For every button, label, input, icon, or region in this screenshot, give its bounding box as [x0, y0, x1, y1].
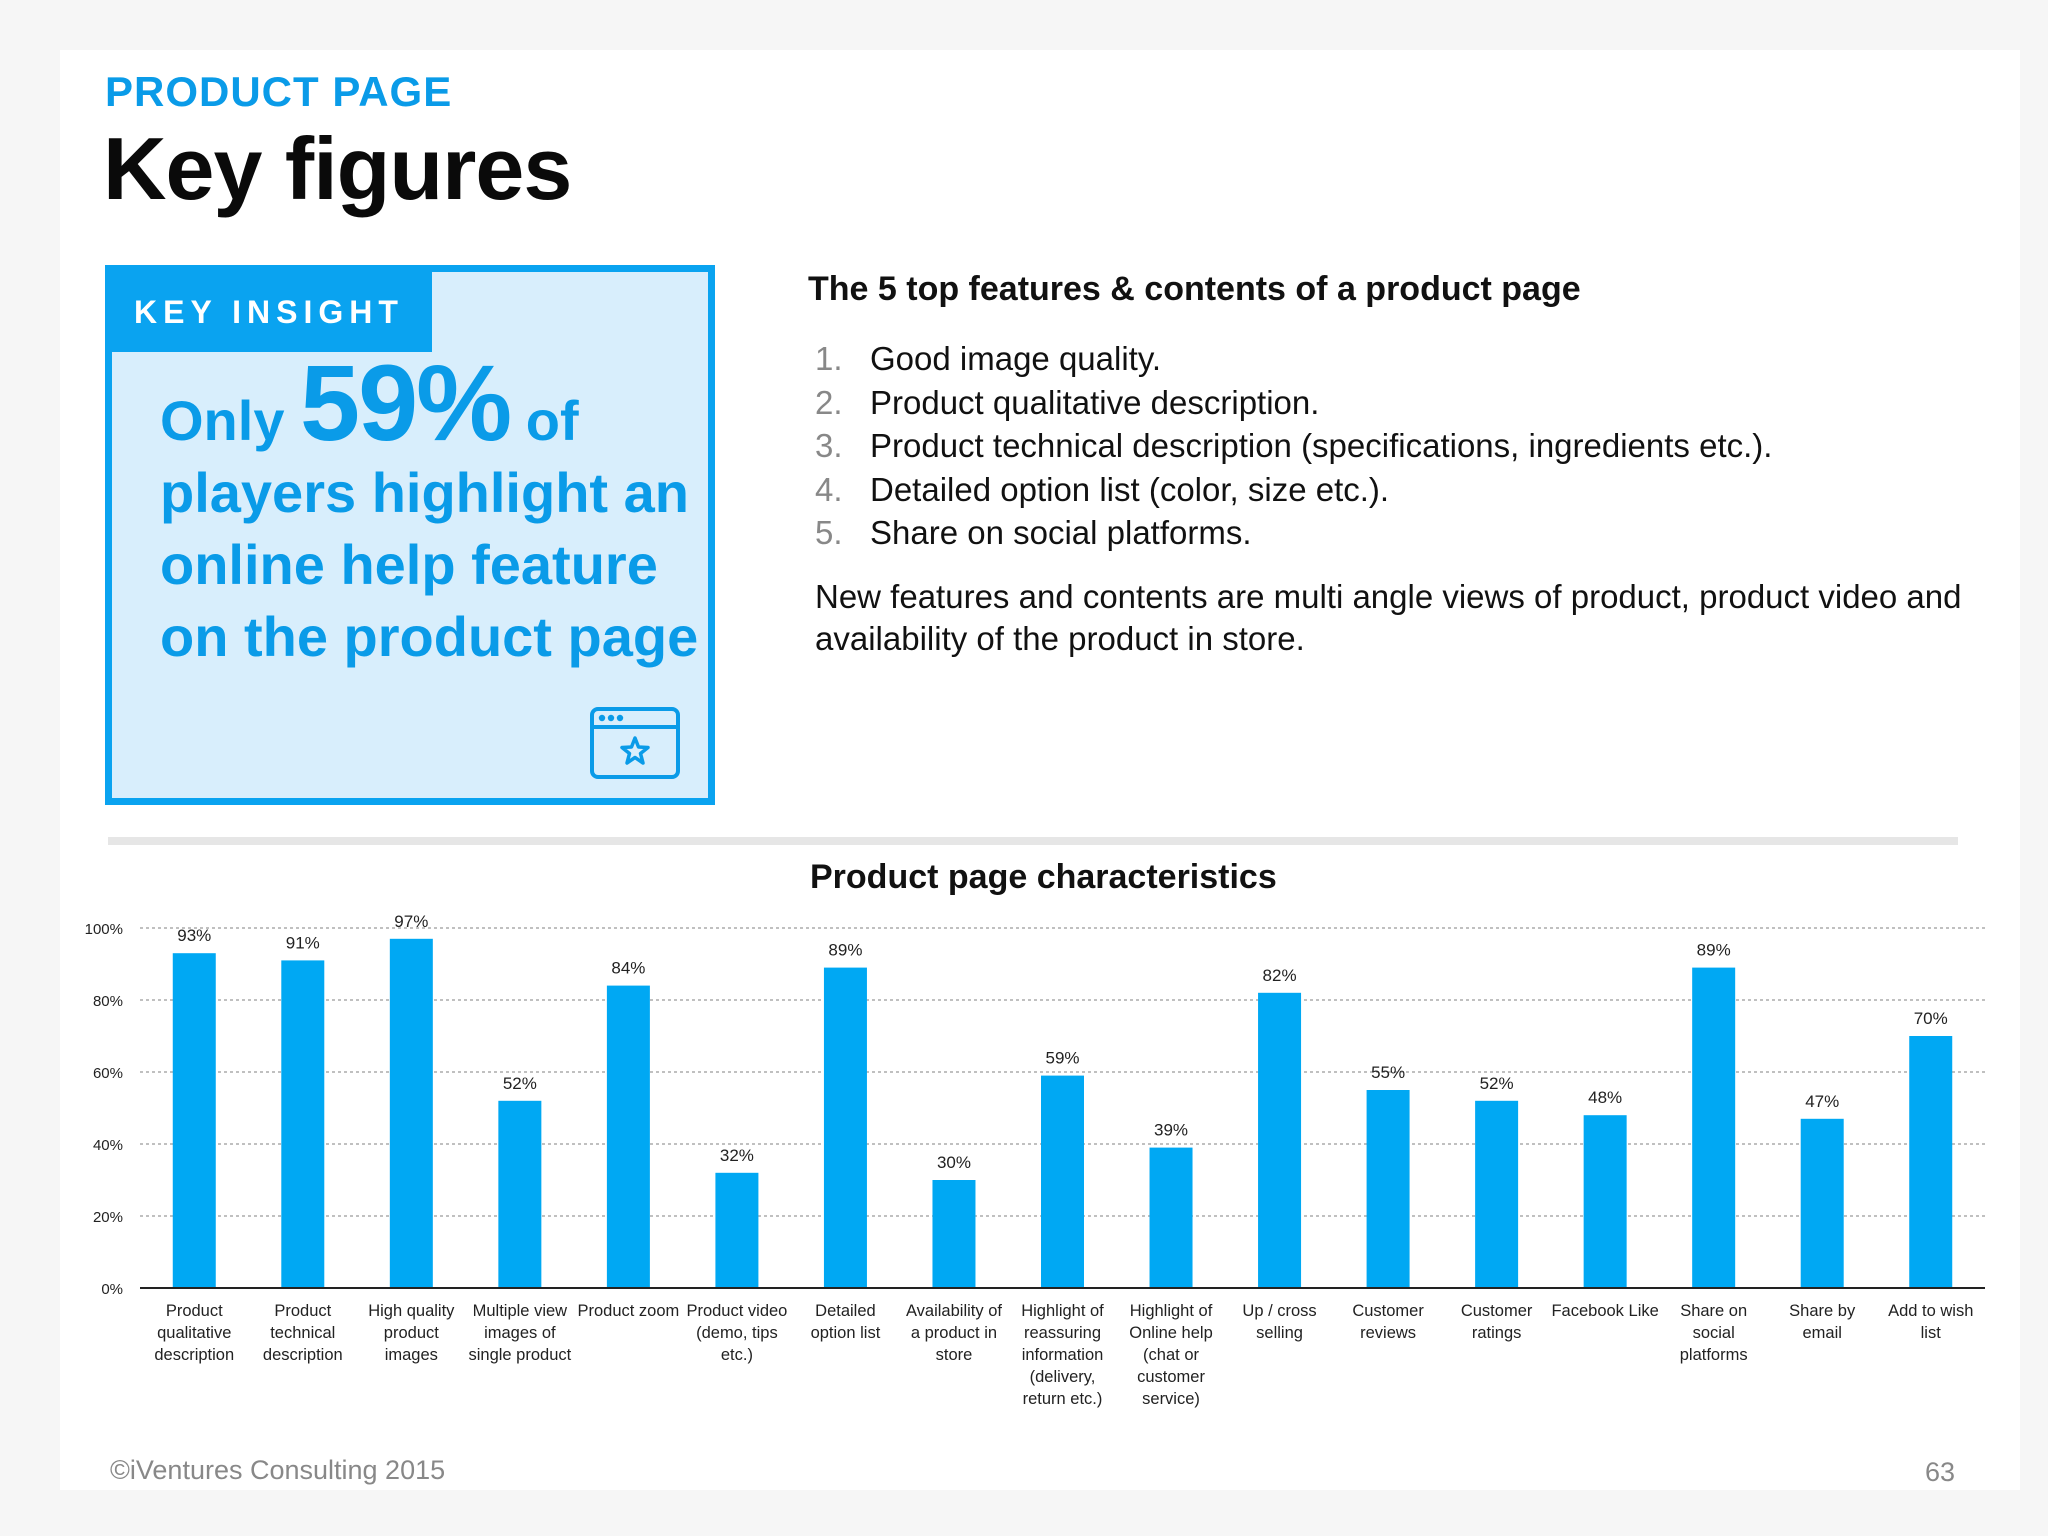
- bar-value-label: 89%: [1697, 941, 1731, 960]
- bar-value-label: 82%: [1263, 966, 1297, 985]
- bar-value-label: 48%: [1588, 1088, 1622, 1107]
- bar: [172, 953, 216, 1288]
- x-tick-label: Multiple view images of single product: [468, 1302, 571, 1364]
- bar: [1800, 1118, 1844, 1288]
- bar-value-label: 52%: [503, 1074, 537, 1093]
- bar: [932, 1180, 976, 1288]
- section-divider: [108, 837, 1958, 845]
- x-tick-label: Share by email: [1789, 1302, 1856, 1342]
- bar: [823, 967, 867, 1288]
- bar-value-label: 97%: [394, 912, 428, 931]
- insight-body: players highlight an online help feature…: [160, 461, 699, 668]
- x-tick-label: Product technical description: [263, 1302, 343, 1364]
- x-tick-label: Availability of a product in store: [906, 1302, 1002, 1364]
- chart-title: Product page characteristics: [810, 858, 1277, 896]
- bar: [1366, 1090, 1410, 1288]
- x-tick-label: Product zoom: [577, 1302, 679, 1320]
- list-item: 5. Share on social platforms.: [815, 514, 1252, 551]
- list-item: 4. Detailed option list (color, size etc.…: [815, 470, 1390, 508]
- x-tick-label: High quality product images: [368, 1302, 455, 1364]
- bar-value-label: 89%: [828, 941, 862, 960]
- y-tick-label: 0%: [101, 1281, 123, 1298]
- y-tick-label: 80%: [93, 993, 123, 1010]
- x-tick-label: Customer reviews: [1352, 1302, 1424, 1342]
- bar-value-label: 91%: [286, 933, 320, 952]
- section-label: PRODUCT PAGE: [105, 68, 453, 115]
- bar: [1583, 1115, 1627, 1288]
- footer-copyright: ©iVentures Consulting 2015: [110, 1455, 446, 1485]
- features-note: New features and contents are multi angl…: [815, 578, 1962, 657]
- insight-percent: 59%: [300, 342, 512, 463]
- bar-value-label: 30%: [937, 1153, 971, 1172]
- x-tick-label: Highlight of Online help (chat or customer s…: [1129, 1302, 1212, 1408]
- bar: [389, 938, 433, 1288]
- x-tick-label: Up / cross selling: [1242, 1302, 1316, 1342]
- x-tick-label: Product video (demo, tips etc.): [686, 1302, 787, 1364]
- bar: [606, 985, 650, 1288]
- bar: [1909, 1036, 1953, 1288]
- x-tick-label: Add to wish list: [1888, 1302, 1973, 1342]
- x-tick-label: Highlight of reassuring information (delive…: [1021, 1302, 1104, 1408]
- bar: [1258, 992, 1302, 1288]
- x-tick-label: Customer ratings: [1461, 1302, 1533, 1342]
- features-list: 1. Good image quality. 2. Product qualitat…: [815, 337, 1772, 555]
- bar-value-label: 93%: [177, 926, 211, 945]
- key-insight-box: KEY INSIGHT Only 59% of players highligh…: [105, 265, 715, 805]
- y-tick-label: 20%: [93, 1209, 123, 1226]
- bar: [1041, 1075, 1084, 1288]
- list-item: 1. Good image quality.: [815, 340, 1162, 377]
- key-insight-text: Only 59% of players highlight an online …: [160, 349, 700, 673]
- list-item: 2. Product qualitative description.: [815, 383, 1320, 421]
- page-number: 63: [1925, 1457, 1956, 1487]
- x-tick-label: Detailed option list: [811, 1302, 881, 1342]
- bar: [1692, 967, 1736, 1288]
- bar-value-label: 39%: [1154, 1121, 1188, 1140]
- bar-value-label: 32%: [720, 1146, 754, 1165]
- key-insight-tab: KEY INSIGHT: [112, 272, 432, 352]
- bar: [1149, 1147, 1193, 1288]
- bar: [715, 1172, 759, 1288]
- bar-value-label: 70%: [1914, 1009, 1948, 1028]
- bar: [281, 960, 325, 1288]
- page-title: Key figures: [103, 119, 572, 218]
- list-item: 3. Product technical description (specifi…: [815, 427, 1773, 464]
- bar: [498, 1100, 542, 1288]
- x-tick-label: Facebook Like: [1551, 1302, 1658, 1320]
- bar: [1475, 1100, 1519, 1288]
- x-tick-label: Share on social platforms: [1680, 1302, 1748, 1364]
- insight-suffix: of: [525, 389, 579, 452]
- x-tick-label: Product qualitative description: [154, 1302, 234, 1364]
- bar-value-label: 84%: [611, 959, 645, 978]
- y-tick-label: 60%: [93, 1065, 123, 1082]
- y-tick-label: 100%: [85, 921, 123, 938]
- browser-star-icon: [590, 707, 680, 779]
- bar-value-label: 47%: [1805, 1092, 1839, 1111]
- bar-value-label: 52%: [1480, 1074, 1514, 1093]
- insight-prefix: Only: [160, 389, 285, 452]
- bar-value-label: 59%: [1045, 1049, 1079, 1068]
- y-tick-label: 40%: [93, 1137, 123, 1154]
- bar-value-label: 55%: [1371, 1063, 1405, 1082]
- features-title: The 5 top features & contents of a produ…: [808, 270, 1581, 308]
